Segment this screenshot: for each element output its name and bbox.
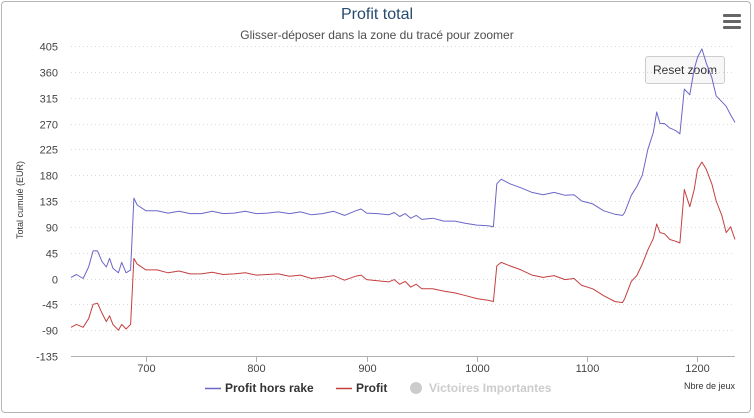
legend-label: Profit bbox=[356, 381, 387, 395]
legend-label: Victoires Importantes bbox=[429, 381, 552, 395]
chart-title: Profit total bbox=[340, 6, 414, 23]
hamburger-menu-icon[interactable] bbox=[723, 14, 741, 30]
legend-label: Profit hors rake bbox=[225, 381, 314, 395]
legend-item-0[interactable]: Profit hors rake bbox=[205, 381, 314, 395]
legend-item-2[interactable]: Victoires Importantes bbox=[410, 381, 552, 395]
chart-subtitle: Glisser-déposer dans la zone du tracé po… bbox=[240, 28, 514, 42]
legend-item-1[interactable]: Profit bbox=[336, 381, 387, 395]
reset-zoom-button[interactable]: Reset zoom bbox=[645, 56, 725, 84]
legend-symbol bbox=[410, 382, 422, 394]
legend: Profit hors rake Profit Victoires Importan… bbox=[205, 381, 552, 395]
